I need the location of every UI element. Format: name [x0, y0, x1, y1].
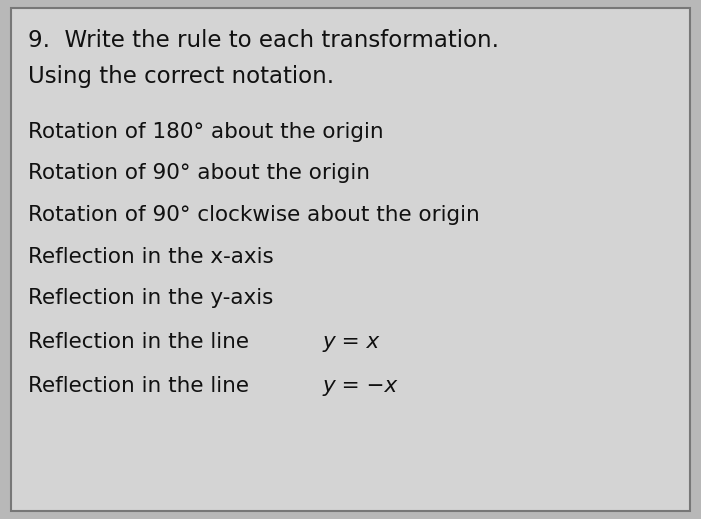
Text: Reflection in the y-axis: Reflection in the y-axis [28, 288, 273, 308]
Text: Reflection in the x-axis: Reflection in the x-axis [28, 247, 274, 267]
Text: y = −x: y = −x [322, 376, 397, 397]
Text: Rotation of 90° about the origin: Rotation of 90° about the origin [28, 163, 370, 184]
Text: Rotation of 90° clockwise about the origin: Rotation of 90° clockwise about the orig… [28, 205, 479, 225]
Text: Rotation of 180° about the origin: Rotation of 180° about the origin [28, 122, 383, 142]
Text: y = x: y = x [322, 332, 379, 352]
Text: Reflection in the line: Reflection in the line [28, 332, 256, 352]
Text: Using the correct notation.: Using the correct notation. [28, 65, 334, 88]
FancyBboxPatch shape [11, 8, 690, 511]
Text: 9.  Write the rule to each transformation.: 9. Write the rule to each transformation… [28, 29, 499, 51]
Text: Reflection in the line: Reflection in the line [28, 376, 256, 397]
